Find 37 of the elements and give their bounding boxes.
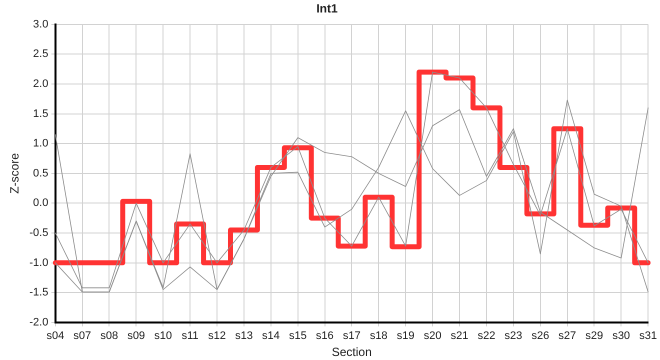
x-tick-label: s29 bbox=[585, 330, 604, 342]
y-tick-label: 1.0 bbox=[33, 138, 48, 150]
y-axis-title: Z-score bbox=[8, 152, 22, 194]
y-tick-label: -1.0 bbox=[29, 256, 48, 269]
y-tick-label: 0.5 bbox=[33, 167, 48, 180]
y-tick-label: 2.0 bbox=[33, 78, 48, 90]
y-tick-label: -1.5 bbox=[29, 286, 48, 299]
y-tick-label: 3.0 bbox=[33, 18, 48, 30]
x-tick-label: s20 bbox=[424, 330, 442, 342]
x-tick-label: s09 bbox=[127, 330, 146, 342]
x-tick-label: s15 bbox=[288, 330, 307, 342]
y-tick-label: 0.0 bbox=[33, 197, 48, 210]
x-tick-label: s16 bbox=[316, 330, 334, 342]
y-tick-label: -0.5 bbox=[29, 227, 48, 240]
y-tick-label: -2.0 bbox=[29, 316, 48, 328]
y-tick-label: 1.5 bbox=[33, 108, 48, 120]
x-tick-label: s31 bbox=[639, 330, 658, 342]
x-tick-label: s17 bbox=[342, 330, 361, 342]
x-axis-title: Section bbox=[332, 345, 372, 360]
x-tick-label: s30 bbox=[612, 330, 630, 342]
x-tick-label: s23 bbox=[504, 330, 522, 342]
x-tick-label: s12 bbox=[208, 330, 226, 342]
y-tick-label: 2.5 bbox=[33, 48, 48, 60]
x-tick-label: s07 bbox=[73, 330, 92, 342]
x-tick-label: s19 bbox=[396, 330, 415, 342]
chart-title: Int1 bbox=[316, 2, 338, 16]
x-tick-label: s08 bbox=[100, 330, 118, 342]
x-tick-label: s18 bbox=[370, 330, 388, 342]
x-tick-label: s14 bbox=[262, 330, 280, 342]
x-tick-label: s11 bbox=[182, 330, 199, 342]
x-tick-label: s26 bbox=[531, 330, 550, 342]
x-tick-label: s13 bbox=[235, 330, 253, 342]
x-tick-label: s22 bbox=[478, 330, 496, 342]
x-tick-label: s27 bbox=[558, 330, 576, 342]
x-tick-label: s10 bbox=[154, 330, 172, 342]
x-tick-label: s21 bbox=[450, 330, 468, 342]
x-tick-label: s04 bbox=[46, 330, 64, 342]
